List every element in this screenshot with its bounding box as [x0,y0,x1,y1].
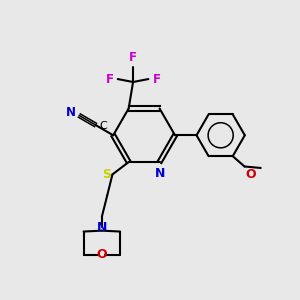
Text: S: S [103,168,112,181]
Text: N: N [97,220,107,234]
Text: C: C [99,121,107,130]
Text: O: O [97,248,107,261]
Text: F: F [129,51,137,64]
Text: O: O [245,168,256,181]
Text: N: N [65,106,76,119]
Text: F: F [106,73,114,85]
Text: F: F [152,73,160,85]
Text: N: N [155,167,166,180]
